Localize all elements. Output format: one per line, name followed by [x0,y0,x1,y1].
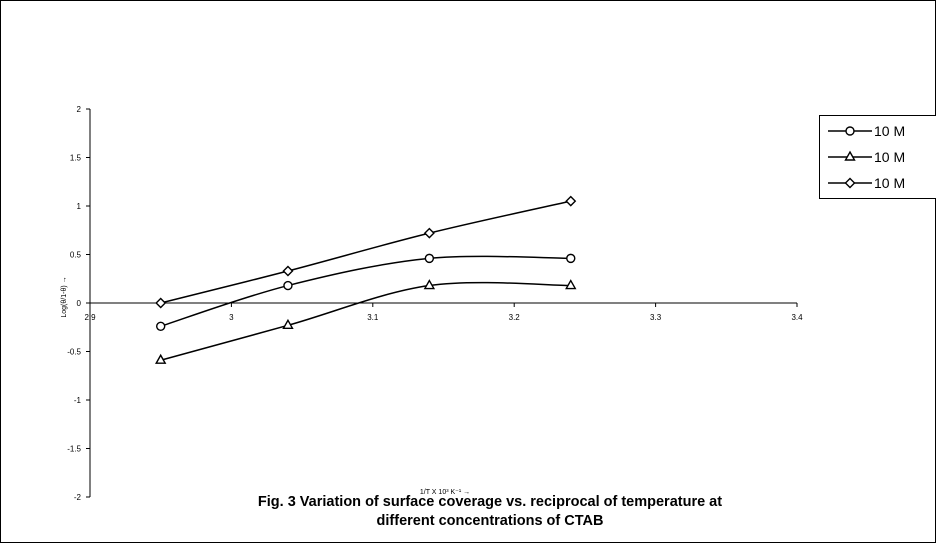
y-tick-label: 1.5 [70,154,82,163]
y-tick-label: 1 [77,202,82,211]
data-point-triangle [423,279,436,290]
legend-label: 10 M [874,175,906,191]
series-line-circle [160,255,571,327]
figure-caption: Fig. 3 Variation of surface coverage vs.… [100,493,880,531]
x-tick-label: 3.4 [791,313,803,322]
x-tick-label: 3.3 [650,313,662,322]
y-tick-label: -1.5 [67,445,81,454]
x-axis-title: 1/T X 10³ K⁻¹ → [420,489,470,496]
data-point-circle [424,253,435,264]
x-tick-label: 3.2 [509,313,521,322]
caption-line-2: different concentrations of CTAB [376,513,604,529]
x-tick-label: 3.1 [367,313,379,322]
legend-label: 10 M [874,123,906,139]
data-point-diamond [565,195,577,207]
y-tick-label: 2 [77,105,82,114]
y-axis-title: Log(θ/1-θ) → [61,276,68,317]
legend-item: 10 M [820,147,936,167]
data-point-triangle [155,353,167,364]
series-line-triangle [160,281,571,361]
legend: 10 M 10 M 10 M [819,115,936,199]
data-point-triangle [282,318,294,330]
data-point-diamond [423,227,435,239]
y-tick-label: 0.5 [70,251,82,260]
legend-diamond-marker-icon [828,177,872,189]
caption-line-1: Fig. 3 Variation of surface coverage vs.… [257,494,723,510]
x-tick-label: 3 [229,313,234,322]
legend-circle-marker-icon [828,126,872,136]
legend-triangle-marker-icon [828,150,872,161]
y-tick-label: 0 [77,299,82,308]
data-point-circle [566,253,576,264]
data-point-diamond [282,265,294,277]
x-tick-label: 2.9 [84,313,96,322]
legend-label: 10 M [874,149,906,165]
data-point-circle [155,321,166,331]
data-point-circle [283,280,293,291]
legend-item: 10 M [820,121,936,141]
y-tick-label: -2 [74,493,82,502]
y-tick-label: -0.5 [67,348,81,357]
y-tick-label: -1 [74,396,82,405]
legend-item: 10 M [820,173,936,193]
series-line-diamond [160,200,571,304]
data-point-triangle [565,279,577,290]
data-point-diamond [155,297,167,309]
